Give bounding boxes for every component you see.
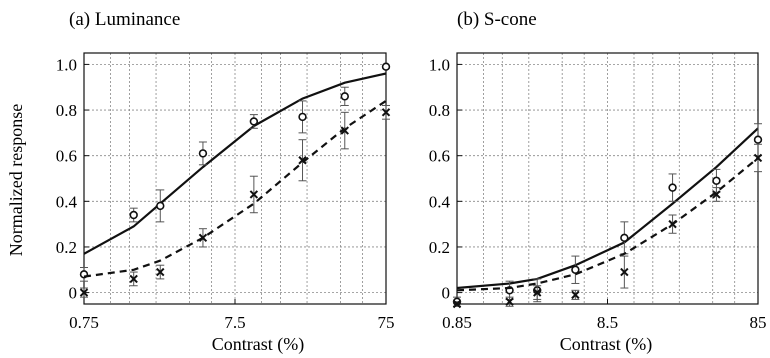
data-point-x	[533, 288, 542, 297]
y-tick-label: 0	[69, 284, 78, 303]
y-ticks-s-cone: 0 0.2 0.4 0.6 0.8 1.0	[429, 55, 462, 303]
chart-luminance: (a) Luminance 0 0.2 0.4 0.6 0.8 1.0 0.75 7.5 75…	[6, 9, 395, 355]
y-tick-label: 0	[442, 284, 451, 303]
data-point-circle	[712, 176, 721, 185]
data-point-circle	[340, 92, 349, 101]
y-tick-label: 0.2	[429, 238, 450, 257]
data-point-x	[198, 233, 208, 243]
data-point-circle	[620, 233, 629, 243]
data-point-circle	[298, 112, 307, 122]
data-point-circle	[249, 117, 259, 126]
x-tick-label: 85	[750, 313, 767, 332]
x-tick-label: 75	[378, 313, 395, 332]
y-tick-label: 0.6	[56, 147, 77, 166]
data-point-x	[753, 153, 763, 163]
y-tick-label: 0.6	[429, 147, 450, 166]
data-point-x	[668, 219, 677, 229]
data-point-circle	[753, 135, 763, 144]
data-point-x	[79, 288, 89, 297]
series-s-cone	[452, 123, 763, 309]
data-point-x	[571, 290, 580, 300]
data-point-x	[129, 274, 138, 284]
x-tick-label: 8.5	[597, 313, 618, 332]
fit-curve-x-series	[83, 99, 387, 278]
x-axis-label-luminance: Contrast (%)	[212, 334, 304, 355]
y-axis-label: Normalized response	[6, 104, 26, 256]
y-tick-label: 0.4	[56, 192, 78, 211]
y-tick-label: 0.8	[56, 101, 77, 120]
y-tick-label: 1.0	[56, 55, 77, 74]
y-tick-label: 0.4	[429, 192, 451, 211]
fit-curve-circle-series	[456, 127, 759, 290]
x-axis-label-s-cone: Contrast (%)	[560, 334, 652, 355]
y-tick-label: 0.2	[56, 238, 77, 257]
fit-curve-x-series	[456, 157, 759, 292]
data-point-x	[620, 267, 629, 277]
x-ticks-s-cone: 0.85 8.5 85	[442, 299, 767, 332]
data-point-x	[298, 156, 307, 165]
data-point-circle	[129, 210, 138, 220]
data-point-x	[156, 267, 165, 277]
x-ticks-luminance: 0.75 7.5 75	[69, 299, 395, 332]
chart-title-luminance: (a) Luminance	[69, 9, 180, 30]
data-point-x	[340, 126, 349, 135]
fit-curve-circle-series	[83, 72, 387, 255]
chart-s-cone: (b) S-cone 0 0.2 0.4 0.6 0.8 1.0 0.85 8.5 85 Co…	[429, 9, 767, 355]
grid-luminance	[84, 53, 386, 304]
data-point-x	[505, 297, 514, 306]
data-point-x	[712, 190, 721, 199]
data-point-circle	[381, 62, 391, 71]
x-tick-label: 7.5	[224, 313, 245, 332]
data-point-x	[249, 190, 259, 199]
data-point-x	[381, 108, 391, 117]
y-tick-label: 0.8	[429, 101, 450, 120]
grid-s-cone	[457, 53, 758, 304]
x-tick-label: 0.85	[442, 313, 472, 332]
data-point-circle	[156, 201, 165, 211]
x-tick-label: 0.75	[69, 313, 99, 332]
series-luminance	[79, 62, 391, 298]
data-point-circle	[668, 183, 677, 192]
chart-title-s-cone: (b) S-cone	[457, 9, 537, 30]
y-tick-label: 1.0	[429, 55, 450, 74]
data-point-x	[452, 299, 462, 309]
data-point-circle	[198, 149, 208, 158]
